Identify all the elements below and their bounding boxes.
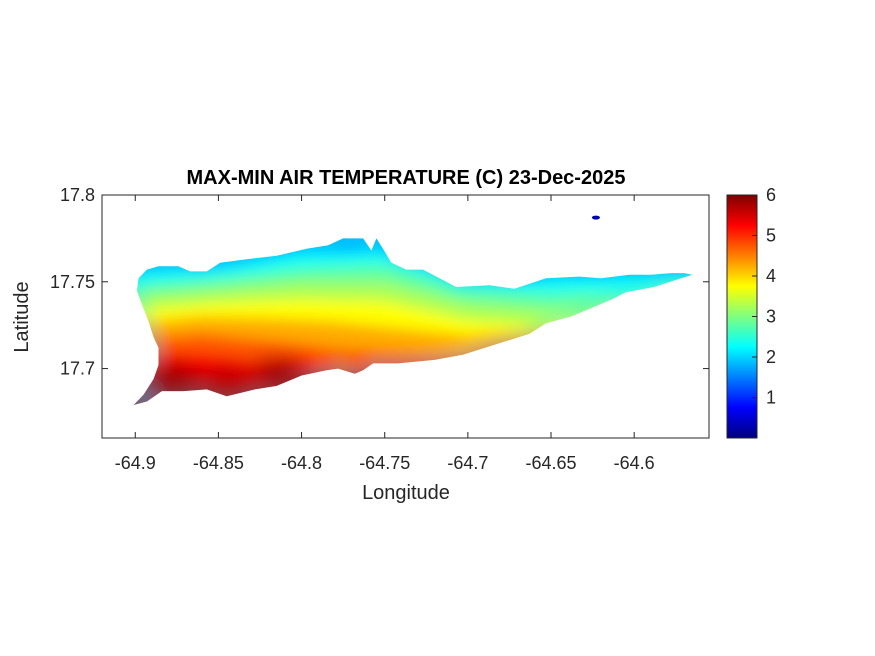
y-tick-label: 17.75 (50, 272, 95, 292)
plot-frame (101, 194, 710, 439)
x-tick-label: -64.9 (115, 453, 156, 473)
x-tick-label: -64.7 (447, 453, 488, 473)
isolated-cells (591, 215, 600, 220)
colorbar-tick-label: 4 (766, 266, 776, 286)
colorbar-tick-label: 1 (766, 388, 776, 408)
isolated-cell (591, 215, 600, 220)
y-tick-label: 17.8 (60, 185, 95, 205)
chart-title: MAX-MIN AIR TEMPERATURE (C) 23-Dec-2025 (187, 167, 626, 189)
colorbar-ticks: 1 2 3 4 5 6 (752, 185, 776, 408)
hotspot (145, 366, 198, 391)
x-tick-label: -64.65 (525, 453, 576, 473)
colorbar-tick-label: 3 (766, 307, 776, 327)
x-axis-label: Longitude (362, 482, 450, 504)
colorbar-tick-label: 5 (766, 226, 776, 246)
y-axis: 17.7 17.75 17.8 (50, 185, 709, 379)
colorbar-tick-label: 2 (766, 347, 776, 367)
x-tick-label: -64.85 (193, 453, 244, 473)
y-axis-label: Latitude (11, 281, 33, 352)
y-tick-label: 17.7 (60, 359, 95, 379)
colorbar-tick-label: 6 (766, 185, 776, 205)
x-tick-label: -64.8 (281, 453, 322, 473)
x-axis: -64.9 -64.85 -64.8 -64.75 -64.7 -64.65 -64.6 (115, 195, 655, 473)
x-tick-label: -64.6 (614, 453, 655, 473)
hotspot (200, 368, 253, 393)
x-tick-label: -64.75 (359, 453, 410, 473)
